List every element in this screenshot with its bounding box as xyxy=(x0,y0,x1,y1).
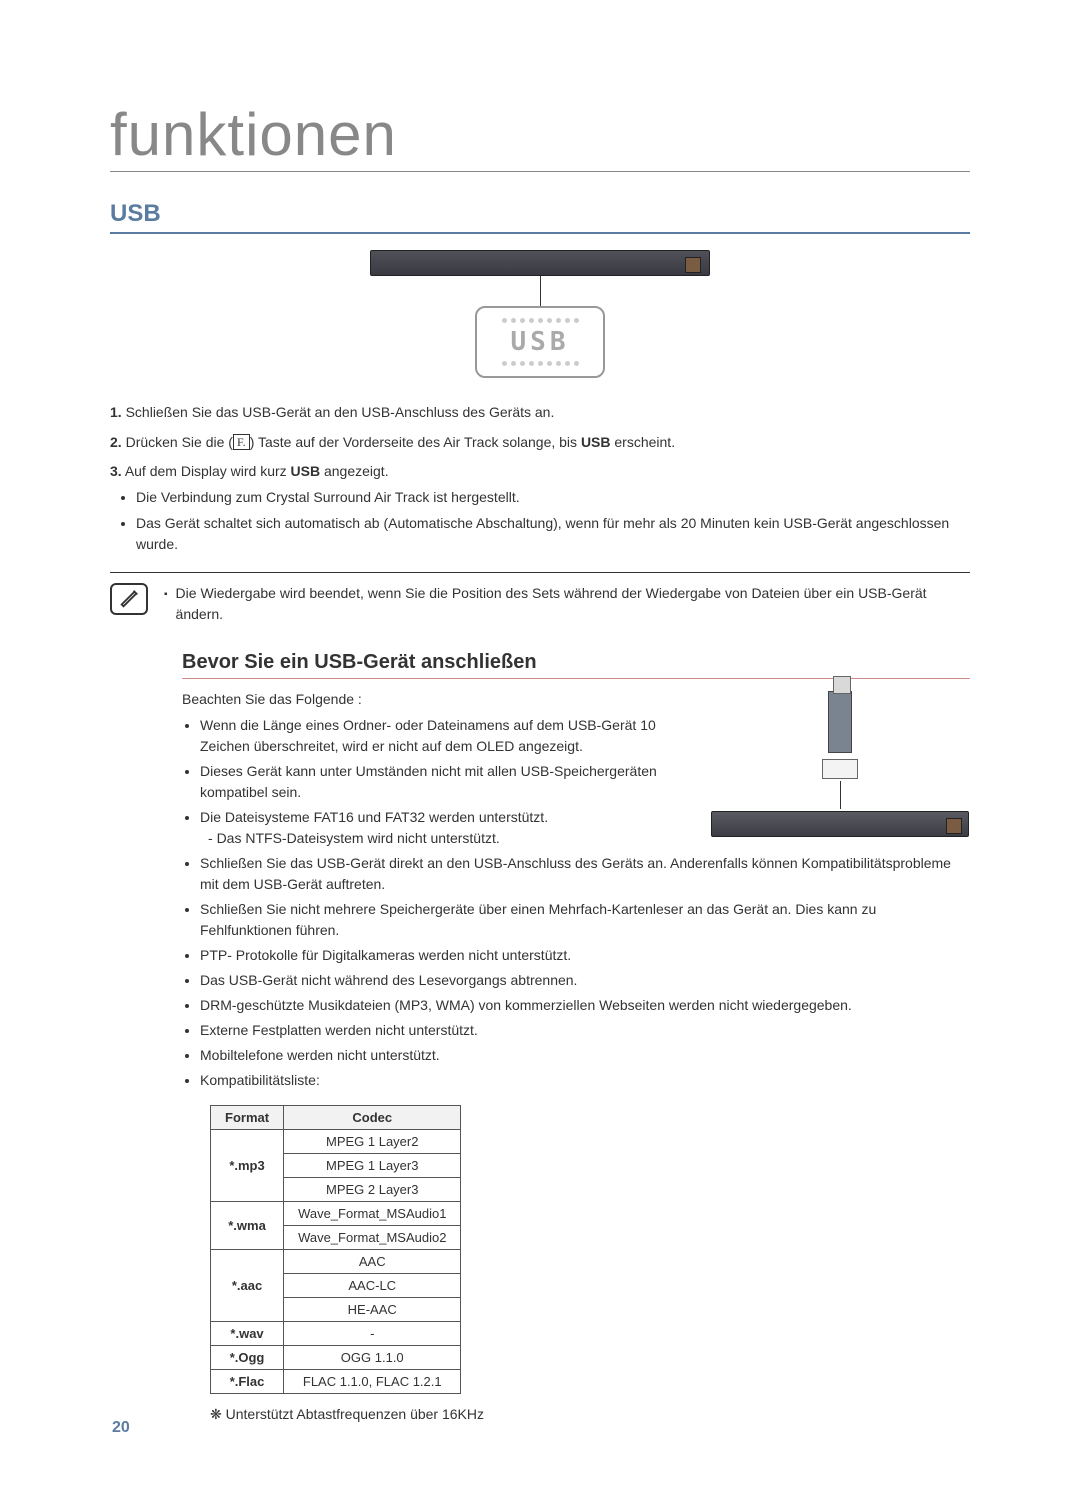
step-1-number: 1. xyxy=(110,404,122,420)
note-block: ▪ Die Wiedergabe wird beendet, wenn Sie … xyxy=(110,572,970,625)
codec-cell: OGG 1.1.0 xyxy=(284,1346,461,1370)
step-3-bold: USB xyxy=(291,463,321,479)
section-heading-usb: USB xyxy=(110,200,970,234)
step-3-tail: angezeigt. xyxy=(320,463,389,479)
note-icon xyxy=(110,583,148,615)
codec-cell: - xyxy=(284,1322,461,1346)
codec-cell: MPEG 1 Layer3 xyxy=(284,1154,461,1178)
step-2-post: ) Taste auf der Vorderseite des Air Trac… xyxy=(250,434,581,450)
step-2-number: 2. xyxy=(110,434,122,450)
step-2: 2. Drücken Sie die (F.) Taste auf der Vo… xyxy=(110,432,970,454)
bullet-item: PTP- Protokolle für Digitalkameras werde… xyxy=(200,945,970,966)
codec-cell: Wave_Format_MSAudio1 xyxy=(284,1202,461,1226)
bullet-item: Schließen Sie nicht mehrere Speichergerä… xyxy=(200,899,970,941)
function-button-icon: F. xyxy=(233,434,250,450)
sub-bullet-1: Die Verbindung zum Crystal Surround Air … xyxy=(136,487,970,509)
sub-bullet-2: Das Gerät schaltet sich automatisch ab (… xyxy=(136,513,970,556)
compatibility-table: Format Codec *.mp3MPEG 1 Layer2MPEG 1 La… xyxy=(210,1105,461,1394)
bullet-item: Das USB-Gerät nicht während des Lesevorg… xyxy=(200,970,970,991)
bullet-item: Schließen Sie das USB-Gerät direkt an de… xyxy=(200,853,970,895)
codec-cell: AAC xyxy=(284,1250,461,1274)
step-2-bold: USB xyxy=(581,434,611,450)
step-1: 1. Schließen Sie das USB-Gerät an den US… xyxy=(110,402,970,424)
footnote-text: Unterstützt Abtastfrequenzen über 16KHz xyxy=(226,1406,484,1422)
page-title: funktionen xyxy=(110,100,970,172)
col-format: Format xyxy=(211,1106,284,1130)
soundbar-bottom-illustration xyxy=(711,811,969,837)
usb-connection-illustration xyxy=(710,691,970,837)
footnote-mark: ❋ xyxy=(210,1406,222,1422)
diagram-connector-line xyxy=(540,276,541,306)
connection-line xyxy=(840,781,841,809)
format-cell: *.aac xyxy=(211,1250,284,1322)
col-codec: Codec xyxy=(284,1106,461,1130)
usb-stick-illustration xyxy=(828,691,852,753)
note-text: Die Wiedergabe wird beendet, wenn Sie di… xyxy=(176,583,970,625)
usb-diagram: USB xyxy=(110,250,970,378)
format-cell: *.Ogg xyxy=(211,1346,284,1370)
bullet-item: Kompatibilitätsliste: xyxy=(200,1070,970,1091)
note-bullet-icon: ▪ xyxy=(164,587,168,625)
subsection-heading: Bevor Sie ein USB-Gerät anschließen xyxy=(182,651,970,679)
table-footnote: ❋ Unterstützt Abtastfrequenzen über 16KH… xyxy=(210,1406,970,1423)
format-cell: *.mp3 xyxy=(211,1130,284,1202)
codec-cell: Wave_Format_MSAudio2 xyxy=(284,1226,461,1250)
codec-cell: FLAC 1.1.0, FLAC 1.2.1 xyxy=(284,1370,461,1394)
codec-cell: MPEG 2 Layer3 xyxy=(284,1178,461,1202)
page-number: 20 xyxy=(112,1419,130,1437)
bullet-item: Mobiltelefone werden nicht unterstützt. xyxy=(200,1045,970,1066)
format-cell: *.wav xyxy=(211,1322,284,1346)
codec-cell: AAC-LC xyxy=(284,1274,461,1298)
usb-display-text: USB xyxy=(502,327,579,357)
bullet-item: Externe Festplatten werden nicht unterst… xyxy=(200,1020,970,1041)
codec-cell: HE-AAC xyxy=(284,1298,461,1322)
step-3: 3. Auf dem Display wird kurz USB angezei… xyxy=(110,461,970,556)
step-2-pre: Drücken Sie die ( xyxy=(126,434,233,450)
bullet-item: DRM-geschützte Musikdateien (MP3, WMA) v… xyxy=(200,995,970,1016)
usb-display-panel: USB xyxy=(475,306,605,378)
step-3-pre: Auf dem Display wird kurz xyxy=(125,463,291,479)
step-2-tail: erscheint. xyxy=(611,434,676,450)
bullet-text: Die Dateisysteme FAT16 und FAT32 werden … xyxy=(200,809,548,825)
codec-cell: MPEG 1 Layer2 xyxy=(284,1130,461,1154)
usb-port-illustration xyxy=(822,759,858,779)
step-3-number: 3. xyxy=(110,463,122,479)
format-cell: *.wma xyxy=(211,1202,284,1250)
step-3-sublist: Die Verbindung zum Crystal Surround Air … xyxy=(136,487,970,556)
format-cell: *.Flac xyxy=(211,1370,284,1394)
soundbar-top-illustration xyxy=(370,250,710,276)
usb-steps-list: 1. Schließen Sie das USB-Gerät an den US… xyxy=(110,402,970,556)
step-1-text: Schließen Sie das USB-Gerät an den USB-A… xyxy=(126,404,555,420)
